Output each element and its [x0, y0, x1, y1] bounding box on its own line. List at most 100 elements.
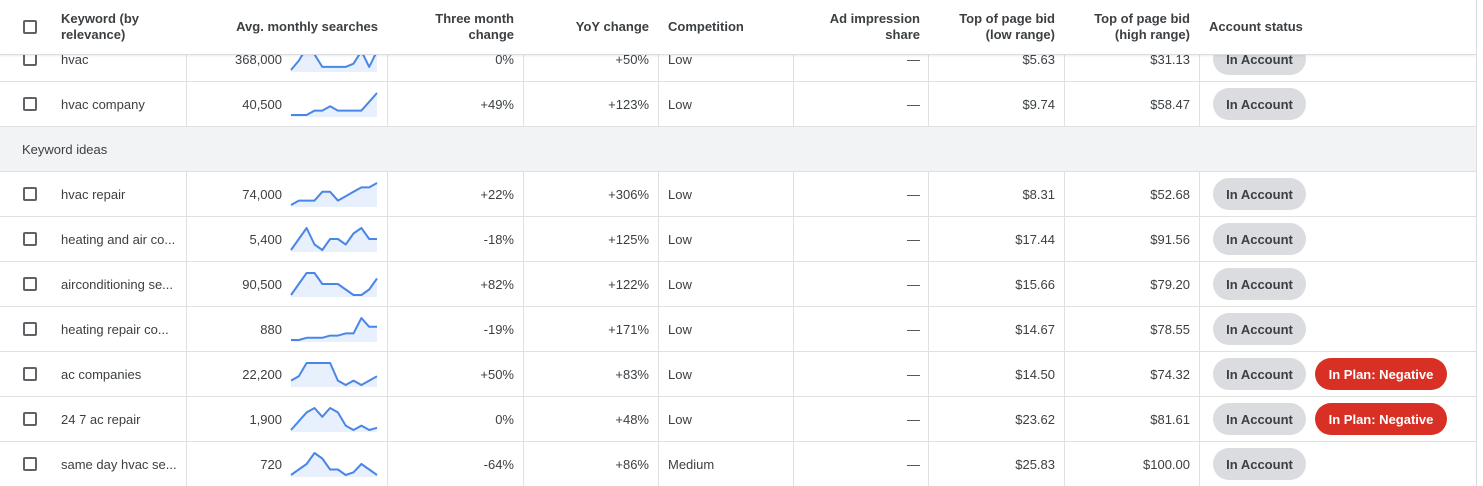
keyword-cell[interactable]: 24 7 ac repair [61, 411, 141, 427]
keyword-cell[interactable]: heating repair co... [61, 321, 169, 337]
in-plan-negative-chip[interactable]: In Plan: Negative [1315, 358, 1447, 390]
sparkline-area [291, 363, 377, 387]
sparkline-line [290, 407, 378, 431]
column-header-bid-low[interactable]: Top of page bid (low range) [959, 11, 1055, 42]
column-header-competition[interactable]: Competition [668, 19, 744, 34]
column-divider [793, 0, 794, 127]
sparkline-line [290, 272, 378, 296]
row-checkbox[interactable] [23, 412, 37, 426]
column-header-avg-searches[interactable]: Avg. monthly searches [236, 19, 378, 34]
in-account-chip[interactable]: In Account [1213, 403, 1306, 435]
column-divider [387, 172, 388, 486]
bid-low-cell: $14.67 [1015, 321, 1055, 337]
row-checkbox[interactable] [23, 457, 37, 471]
column-divider [1064, 0, 1065, 127]
three-month-change-cell: +49% [480, 96, 514, 112]
row-checkbox[interactable] [23, 97, 37, 111]
yoy-change-cell: +83% [615, 366, 649, 382]
keyword-cell[interactable]: ac companies [61, 366, 142, 382]
in-account-chip[interactable]: In Account [1213, 448, 1306, 480]
ad-impression-share-cell: — [907, 51, 920, 67]
bid-low-cell: $9.74 [1022, 96, 1055, 112]
column-divider [186, 172, 187, 486]
bid-low-cell: $17.44 [1015, 231, 1055, 247]
avg-searches-cell: 1,900 [249, 411, 282, 427]
keyword-cell[interactable]: airconditioning se... [61, 276, 174, 292]
competition-cell: Low [668, 276, 692, 292]
avg-searches-cell: 5,400 [249, 231, 282, 247]
keyword-cell[interactable]: heating and air co... [61, 231, 176, 247]
bid-high-cell: $100.00 [1143, 456, 1190, 472]
in-account-chip[interactable]: In Account [1213, 178, 1306, 210]
sparkline-area [291, 93, 377, 117]
sparkline-area [291, 408, 377, 432]
sparkline-line [291, 317, 377, 341]
column-divider [658, 172, 659, 486]
ad-impression-share-cell: — [907, 231, 920, 247]
keyword-cell[interactable]: hvac repair [61, 186, 126, 202]
avg-searches-cell: 74,000 [242, 186, 282, 202]
bid-high-cell: $79.20 [1150, 276, 1190, 292]
ad-impression-share-cell: — [907, 96, 920, 112]
column-divider [523, 172, 524, 486]
keyword-cell[interactable]: same day hvac se... [61, 456, 177, 472]
competition-cell: Low [668, 231, 692, 247]
search-trend-sparkline [290, 362, 378, 387]
table-right-edge [1476, 0, 1477, 486]
yoy-change-cell: +125% [608, 231, 649, 247]
competition-cell: Low [668, 366, 692, 382]
three-month-change-cell: -18% [483, 231, 514, 247]
sparkline-line [290, 227, 377, 251]
row-checkbox[interactable] [23, 367, 37, 381]
keyword-row: hvac company 40,500 +49% +123% Low — $9.74 $58.… [0, 82, 1476, 127]
search-trend-sparkline [291, 317, 377, 342]
bid-low-cell: $14.50 [1015, 366, 1055, 382]
table-header: Keyword (by relevance) Avg. monthly sear… [0, 0, 1476, 55]
in-account-chip[interactable]: In Account [1213, 358, 1306, 390]
row-checkbox[interactable] [23, 277, 37, 291]
column-header-keyword[interactable]: Keyword (by relevance) [61, 11, 140, 42]
bid-high-cell: $31.13 [1150, 51, 1190, 67]
column-header-account-status[interactable]: Account status [1209, 19, 1303, 34]
column-divider [523, 0, 524, 127]
sparkline-line [290, 182, 378, 206]
search-trend-sparkline [291, 92, 378, 117]
ad-impression-share-cell: — [907, 411, 920, 427]
column-divider [1199, 172, 1200, 486]
avg-searches-cell: 90,500 [242, 276, 282, 292]
column-divider [928, 0, 929, 127]
avg-searches-cell: 22,200 [242, 366, 282, 382]
bid-high-cell: $91.56 [1150, 231, 1190, 247]
competition-cell: Low [668, 321, 692, 337]
column-header-ad-impression[interactable]: Ad impression share [829, 11, 920, 42]
three-month-change-cell: +22% [480, 186, 514, 202]
select-all-checkbox[interactable] [23, 20, 37, 34]
in-account-chip[interactable]: In Account [1213, 223, 1306, 255]
in-account-chip[interactable]: In Account [1213, 88, 1306, 120]
column-header-three-month[interactable]: Three month change [435, 11, 514, 42]
column-header-bid-high[interactable]: Top of page bid (high range) [1094, 11, 1190, 42]
yoy-change-cell: +171% [608, 321, 649, 337]
avg-searches-cell: 40,500 [242, 96, 282, 112]
group-label: Keyword ideas [22, 141, 108, 157]
row-checkbox[interactable] [23, 187, 37, 201]
row-checkbox[interactable] [23, 322, 37, 336]
column-divider [793, 172, 794, 486]
in-account-chip[interactable]: In Account [1213, 268, 1306, 300]
ad-impression-share-cell: — [907, 456, 920, 472]
yoy-change-cell: +306% [608, 186, 649, 202]
row-checkbox[interactable] [23, 232, 37, 246]
keyword-cell[interactable]: hvac company [61, 96, 145, 112]
column-header-yoy[interactable]: YoY change [575, 19, 649, 34]
bid-low-cell: $15.66 [1015, 276, 1055, 292]
keyword-row: same day hvac se... 720 -64% +86% Medium — $25… [0, 442, 1476, 486]
in-plan-negative-chip[interactable]: In Plan: Negative [1315, 403, 1447, 435]
yoy-change-cell: +123% [608, 96, 649, 112]
in-account-chip[interactable]: In Account [1213, 313, 1306, 345]
keyword-row: heating repair co... 880 -19% +171% Low — $14.… [0, 307, 1476, 352]
column-divider [1064, 172, 1065, 486]
avg-searches-cell: 880 [260, 321, 282, 337]
column-divider [928, 172, 929, 486]
search-trend-sparkline [290, 407, 378, 432]
